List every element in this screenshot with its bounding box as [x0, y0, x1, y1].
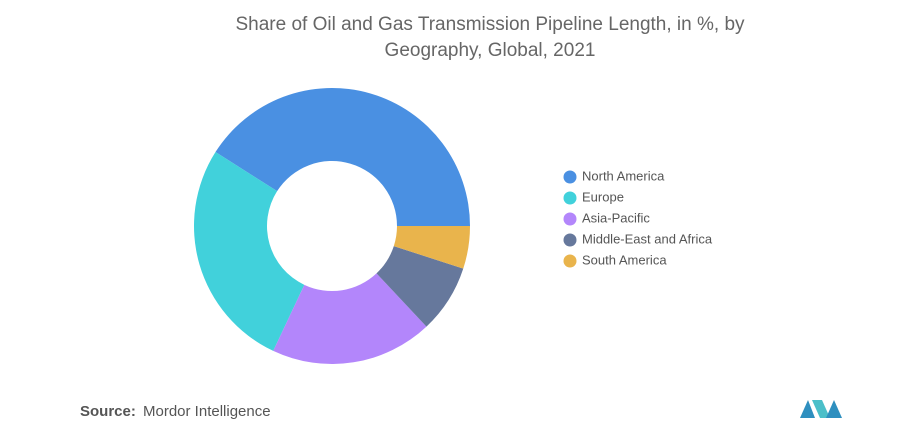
- slice: [215, 87, 470, 227]
- legend-label: Asia-Pacific: [582, 210, 650, 225]
- legend-label: Europe: [582, 189, 624, 204]
- title-box: Share of Oil and Gas Transmission Pipeli…: [235, 14, 745, 61]
- logo: [800, 400, 842, 418]
- legend-label: South America: [582, 252, 667, 267]
- legend-swatch: [563, 170, 577, 184]
- slice: [393, 226, 470, 269]
- legend-label: North America: [582, 168, 665, 183]
- chart-title: Share of Oil and Gas Transmission Pipeli…: [235, 14, 745, 61]
- legend-swatch: [563, 212, 577, 226]
- legend-swatch: [563, 233, 577, 247]
- source: Mordor Intelligence: [143, 403, 271, 420]
- legend-swatch: [563, 191, 577, 205]
- slice: [376, 246, 464, 327]
- legend: North America Europe Asia-Pacific Middle-Ea…: [563, 168, 713, 268]
- slice: [194, 152, 305, 351]
- slice: [273, 273, 427, 364]
- legend-swatch: [563, 254, 577, 268]
- source-label: Source:: [80, 403, 136, 420]
- legend-label: Middle-East and Africa: [582, 231, 713, 246]
